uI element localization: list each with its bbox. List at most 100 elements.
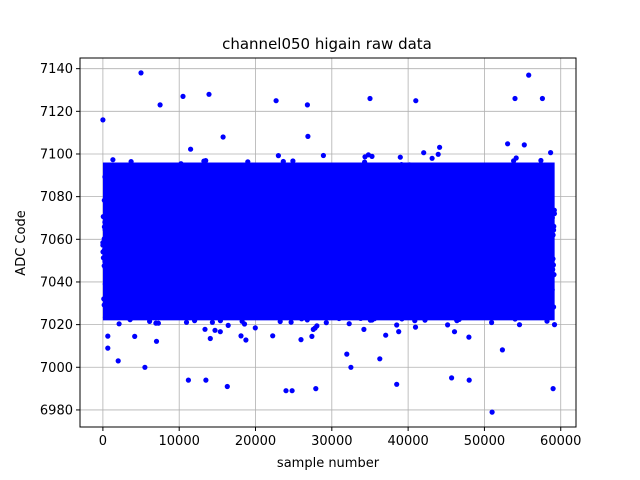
data-point bbox=[546, 285, 553, 291]
data-point bbox=[528, 301, 534, 307]
data-point bbox=[483, 241, 489, 247]
data-point bbox=[212, 327, 218, 333]
data-point bbox=[382, 235, 388, 241]
data-point bbox=[426, 190, 432, 196]
data-point bbox=[488, 261, 494, 267]
data-point bbox=[217, 318, 223, 324]
data-point bbox=[528, 190, 534, 196]
data-point bbox=[434, 240, 441, 246]
data-point bbox=[533, 222, 539, 228]
data-point bbox=[508, 235, 514, 241]
data-point bbox=[353, 269, 359, 275]
data-point bbox=[469, 268, 475, 274]
data-point bbox=[444, 254, 450, 260]
data-point bbox=[388, 282, 394, 288]
data-point bbox=[534, 182, 540, 188]
data-point bbox=[366, 192, 372, 198]
data-point bbox=[454, 191, 460, 197]
data-point bbox=[337, 263, 343, 269]
data-point bbox=[231, 201, 237, 207]
data-point bbox=[398, 162, 405, 168]
data-point bbox=[209, 319, 215, 325]
data-point bbox=[219, 223, 225, 230]
data-point bbox=[136, 176, 143, 182]
data-point bbox=[473, 249, 480, 255]
data-point bbox=[149, 251, 155, 257]
data-point bbox=[107, 251, 113, 257]
data-point bbox=[473, 222, 480, 228]
data-point bbox=[337, 253, 343, 259]
data-point bbox=[147, 318, 153, 324]
data-point bbox=[198, 258, 204, 264]
data-point bbox=[271, 255, 277, 261]
data-point bbox=[161, 283, 168, 290]
data-point bbox=[548, 291, 554, 298]
data-point bbox=[474, 262, 480, 268]
data-point bbox=[158, 256, 165, 262]
data-point bbox=[171, 282, 177, 288]
data-point bbox=[178, 289, 184, 296]
data-point bbox=[456, 207, 462, 213]
data-point bbox=[407, 162, 413, 168]
data-point bbox=[280, 200, 286, 206]
data-point bbox=[163, 193, 169, 199]
data-point bbox=[367, 244, 373, 250]
data-point bbox=[508, 223, 514, 229]
data-point bbox=[266, 312, 272, 318]
data-point bbox=[153, 338, 160, 344]
data-point bbox=[204, 272, 211, 278]
data-point bbox=[413, 186, 419, 193]
data-point bbox=[367, 216, 373, 222]
data-point bbox=[101, 296, 107, 302]
data-point bbox=[486, 236, 492, 242]
data-point bbox=[508, 294, 514, 301]
x-tick-label: 40000 bbox=[387, 434, 428, 449]
data-point bbox=[110, 263, 117, 269]
data-point bbox=[141, 291, 148, 297]
data-point bbox=[225, 302, 231, 308]
data-point bbox=[281, 170, 287, 176]
data-point bbox=[159, 213, 165, 219]
data-point bbox=[411, 209, 417, 215]
data-point bbox=[308, 251, 314, 257]
data-point bbox=[410, 258, 416, 264]
data-point bbox=[166, 179, 172, 185]
data-point bbox=[330, 212, 336, 218]
data-point bbox=[178, 231, 184, 237]
data-point bbox=[489, 198, 495, 204]
data-point bbox=[183, 229, 189, 236]
data-point bbox=[426, 260, 432, 266]
data-point bbox=[402, 180, 408, 186]
data-point bbox=[122, 197, 128, 203]
data-point bbox=[274, 207, 280, 213]
data-point bbox=[394, 267, 400, 274]
data-point bbox=[532, 260, 538, 267]
data-point bbox=[415, 255, 421, 261]
data-point bbox=[199, 285, 205, 291]
data-point bbox=[142, 205, 148, 211]
data-point bbox=[263, 182, 269, 188]
data-point bbox=[108, 220, 114, 226]
data-point bbox=[187, 265, 193, 271]
data-point bbox=[273, 245, 279, 251]
data-point bbox=[203, 284, 209, 291]
data-point bbox=[458, 249, 464, 255]
data-point bbox=[326, 207, 332, 214]
data-point bbox=[281, 281, 287, 287]
data-point bbox=[432, 180, 438, 186]
outlier-point bbox=[413, 98, 419, 104]
data-point bbox=[211, 267, 218, 273]
y-tick-label: 7060 bbox=[40, 233, 73, 248]
data-point bbox=[183, 195, 189, 202]
data-point bbox=[499, 261, 505, 267]
data-point bbox=[465, 253, 471, 259]
data-point bbox=[359, 247, 365, 253]
data-point bbox=[301, 221, 307, 227]
data-point bbox=[121, 295, 128, 301]
data-point bbox=[114, 308, 120, 314]
data-point bbox=[542, 297, 548, 303]
data-point bbox=[521, 221, 528, 227]
data-point bbox=[100, 255, 106, 261]
data-point bbox=[364, 162, 370, 168]
data-point bbox=[463, 246, 469, 252]
